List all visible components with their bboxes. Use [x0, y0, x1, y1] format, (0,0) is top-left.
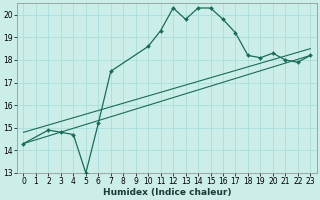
X-axis label: Humidex (Indice chaleur): Humidex (Indice chaleur)	[103, 188, 231, 197]
